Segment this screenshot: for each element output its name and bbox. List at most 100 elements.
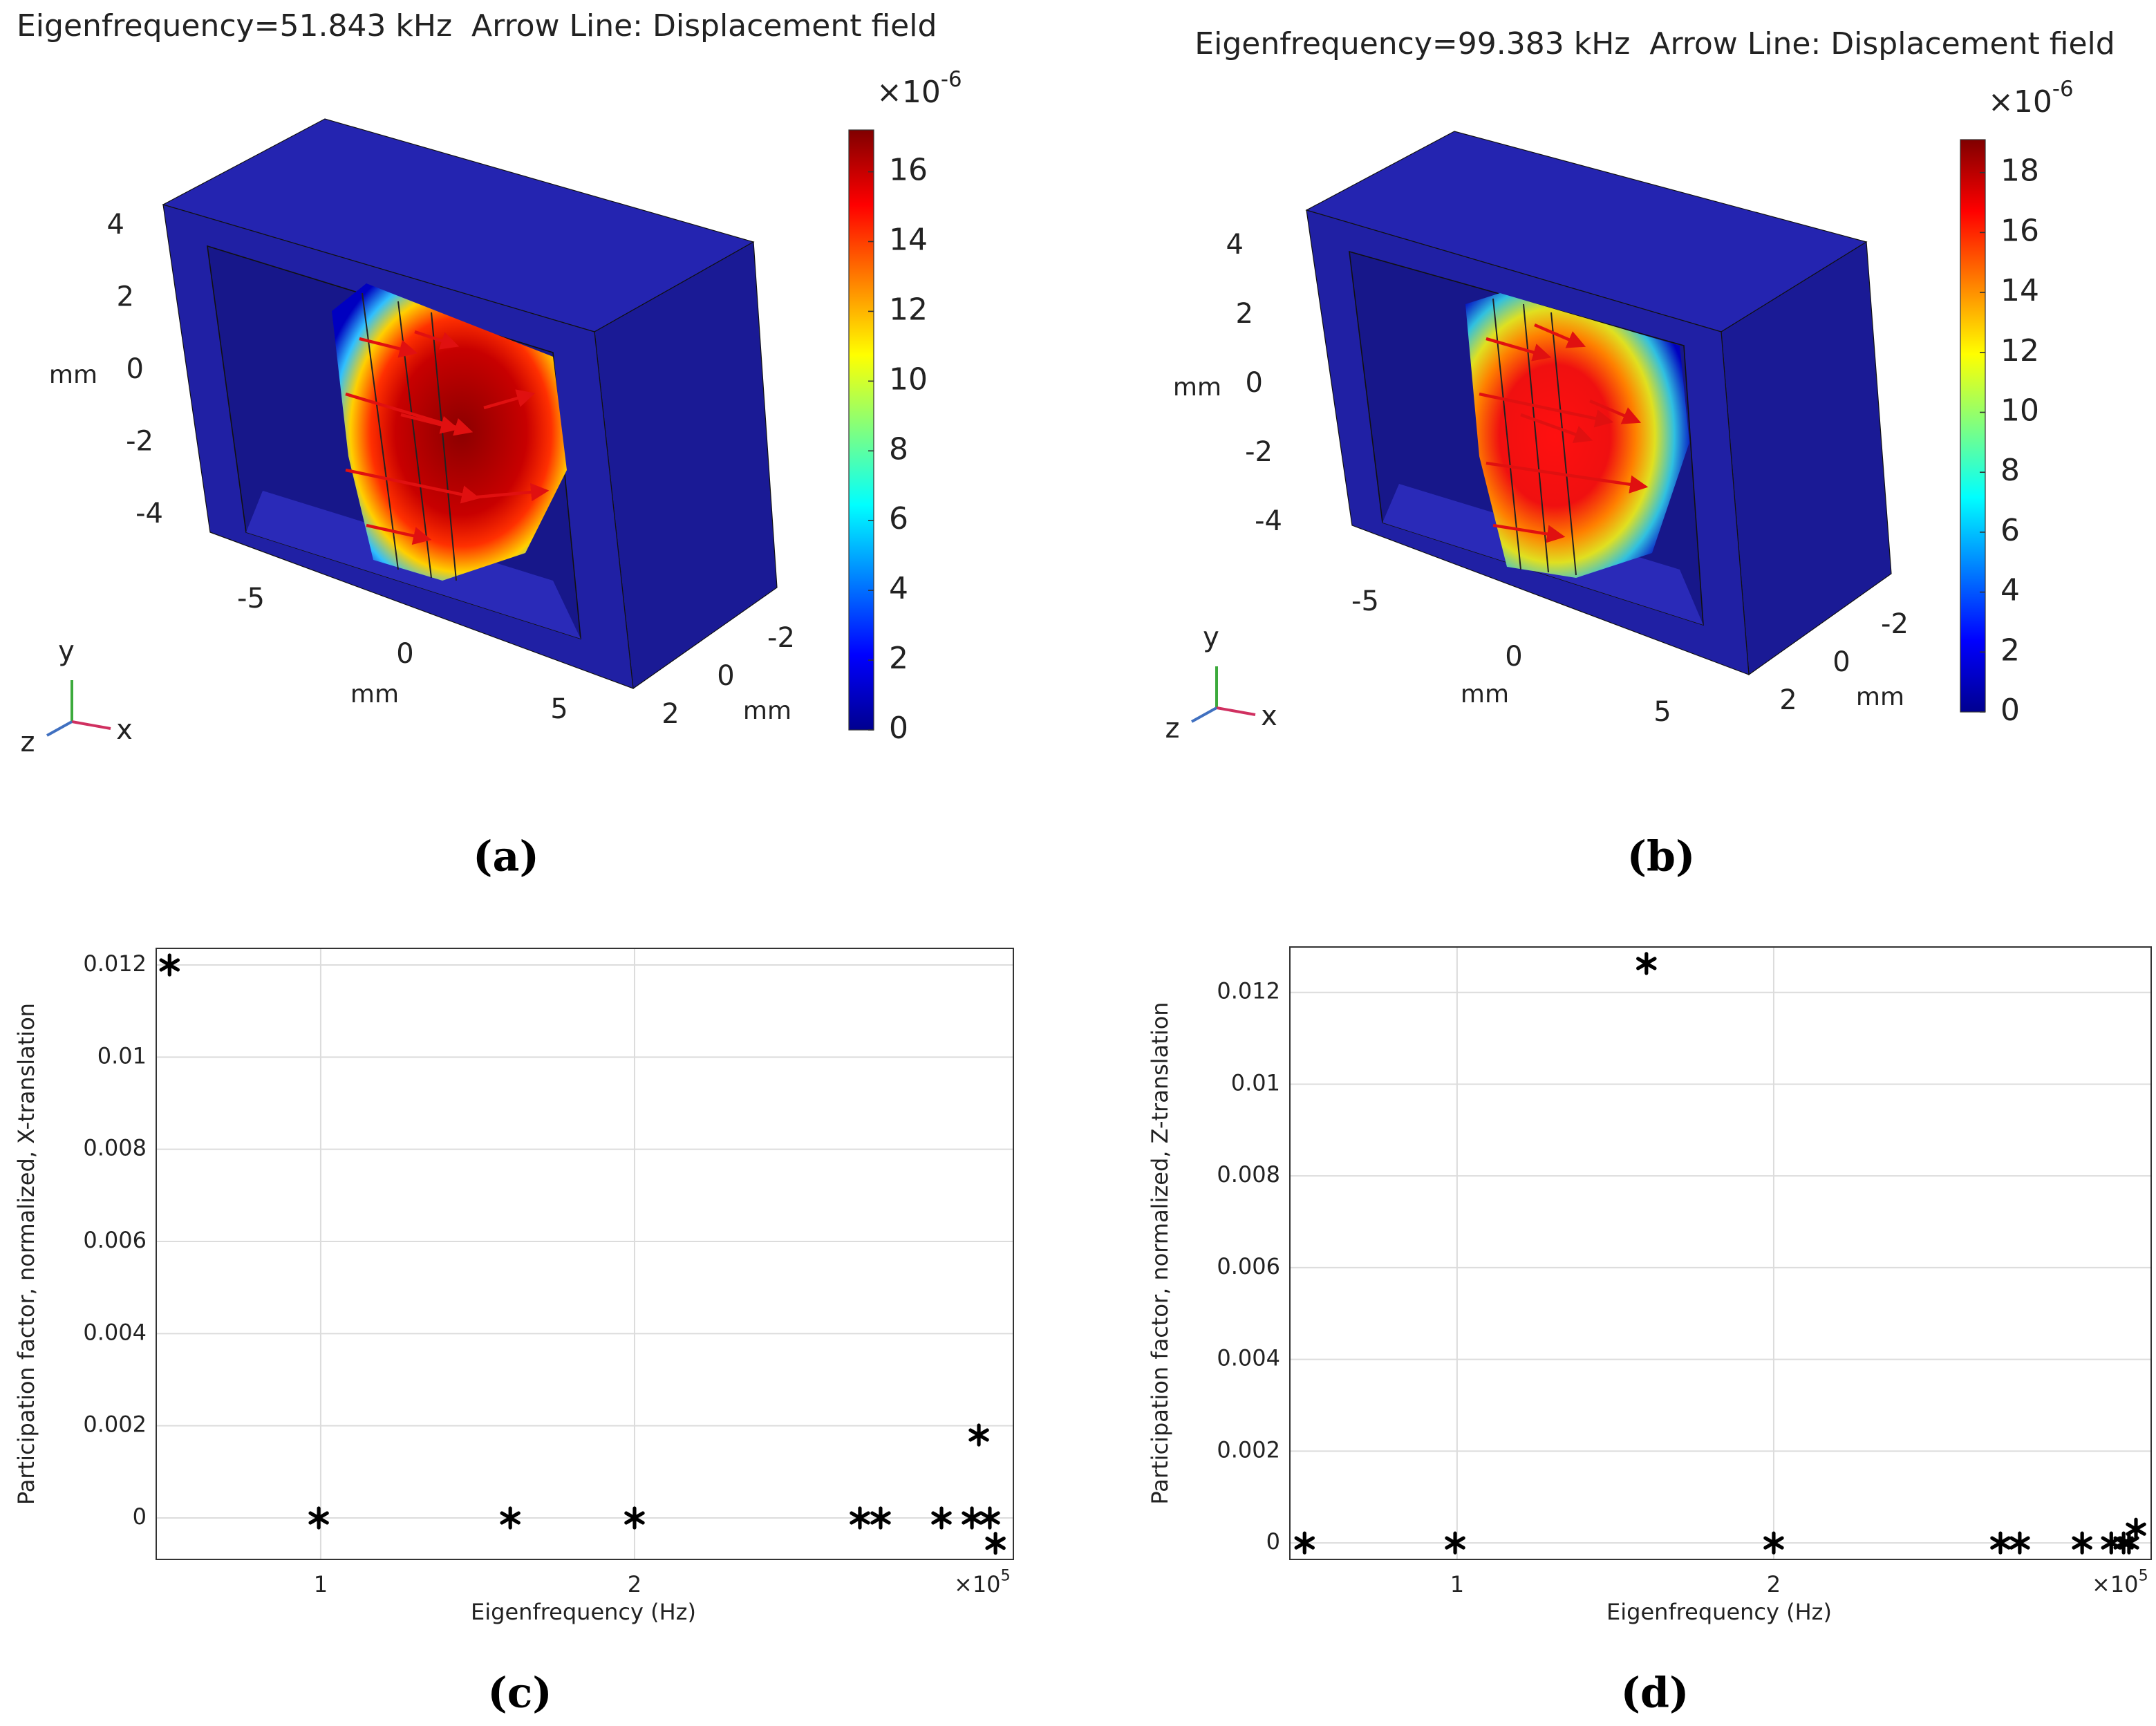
panel-title: Eigenfrequency=51.843 kHz Arrow Line: Di…: [17, 8, 937, 44]
z-tick-label: 2: [662, 698, 679, 730]
y-tick-label: 0.006: [1217, 1253, 1280, 1279]
colorbar-tick-label: 4: [889, 571, 908, 606]
colorbar-tick-label: 2: [889, 641, 908, 676]
data-point: [500, 1506, 521, 1530]
colorbar-tick-label: 16: [889, 153, 928, 188]
scale-base: ×10: [1988, 84, 2052, 120]
colorbar-tick-label: 18: [2000, 153, 2039, 189]
y-tick-label: 0: [1246, 367, 1263, 399]
colorbar-tick-label: 10: [2000, 393, 2039, 428]
arrow: [359, 337, 418, 358]
colorbar-tick-label: 2: [2000, 632, 2020, 668]
x-tick-label: -5: [237, 583, 265, 615]
y-axis-label: mm: [49, 361, 97, 389]
arrow: [414, 330, 460, 350]
triad-z: [46, 720, 73, 737]
y-tick-label: 0.004: [83, 1319, 147, 1345]
x-tick-label: 0: [396, 638, 413, 670]
colorbar-tick-label: 8: [2000, 453, 2020, 488]
data-point: [962, 1506, 982, 1530]
arrow: [1589, 399, 1642, 424]
scale-base: ×10: [2092, 1571, 2139, 1597]
colorbar: [1960, 139, 1986, 713]
x-tick-label: 5: [1653, 696, 1671, 728]
colorbar-tick-label: 8: [889, 431, 908, 467]
scale-label: ×105: [2092, 1566, 2148, 1597]
arrow: [366, 523, 432, 545]
triad-x-label: x: [116, 714, 133, 746]
colorbar-tick-label: 12: [889, 292, 928, 327]
z-axis-label: mm: [743, 697, 791, 725]
triad-x: [1216, 706, 1256, 716]
y-tick-label: 0: [1266, 1528, 1280, 1555]
scale-label: ×105: [954, 1566, 1011, 1597]
arrow: [345, 468, 480, 504]
arrow: [1485, 337, 1552, 362]
panel-label: (a): [473, 833, 539, 881]
x-tick-label: 5: [550, 693, 568, 725]
y-tick-label: 0.004: [1217, 1345, 1280, 1371]
y-tick-label: 0.008: [1217, 1161, 1280, 1188]
data-point: [2126, 1517, 2146, 1541]
data-point: [870, 1506, 891, 1530]
data-point: [979, 1506, 1000, 1530]
x-axis-label: Eigenfrequency (Hz): [1606, 1599, 1832, 1625]
arrow: [1479, 392, 1614, 428]
y-tick-label: 0.006: [83, 1227, 147, 1253]
colorbar-tick-label: 12: [2000, 333, 2039, 368]
y-tick-label: 0.012: [83, 950, 147, 977]
arrow: [1520, 413, 1593, 443]
colorbar-tick-label: 14: [2000, 273, 2039, 308]
data-point: [624, 1506, 645, 1530]
panel-label: (d): [1621, 1669, 1689, 1718]
y-axis-label: Participation factor, normalized, Z-tran…: [1147, 1002, 1173, 1504]
triad-z-label: z: [1165, 713, 1180, 744]
y-tick-label: 0.012: [1217, 978, 1280, 1004]
plot-frame: [1289, 946, 2152, 1560]
x-tick-label: 0: [1505, 641, 1522, 673]
data-point: [1445, 1531, 1465, 1555]
y-tick-label: -2: [1245, 436, 1273, 468]
y-tick-label: 4: [1226, 229, 1244, 261]
z-tick-label: -2: [767, 622, 795, 654]
colorbar-tick-label: 14: [889, 222, 928, 257]
z-tick-label: 0: [1832, 646, 1850, 678]
triad-y-label: y: [58, 635, 75, 667]
plot-frame: [156, 948, 1014, 1560]
x-axis-label: mm: [1461, 680, 1509, 709]
y-axis-label: mm: [1173, 373, 1221, 402]
plot-area: [1290, 947, 2151, 1559]
core-edge: [1523, 303, 1549, 573]
core-edge: [431, 312, 457, 581]
y-tick-label: 0.002: [83, 1411, 147, 1438]
y-tick-label: -4: [1255, 505, 1282, 537]
data-point: [1763, 1531, 1784, 1555]
core-edge: [362, 292, 399, 570]
scale-exponent: -6: [941, 67, 962, 92]
scale-exponent: 5: [2139, 1566, 2148, 1584]
triad-z: [1191, 706, 1217, 723]
x-tick-label: -5: [1351, 585, 1379, 617]
colorbar-tick-label: 10: [889, 362, 928, 397]
y-tick-label: 2: [1236, 298, 1253, 330]
colorbar: [848, 129, 874, 731]
data-point: [2009, 1531, 2030, 1555]
z-tick-label: 2: [1779, 684, 1797, 716]
z-tick-label: -2: [1881, 608, 1909, 640]
data-point: [1636, 952, 1657, 975]
y-tick-label: -4: [135, 498, 163, 529]
arrow: [1485, 461, 1649, 494]
triad-z-label: z: [21, 726, 35, 758]
y-tick-label: 0: [126, 353, 144, 385]
arrow: [1534, 323, 1586, 348]
data-point: [159, 953, 180, 977]
y-tick-label: -2: [126, 425, 153, 457]
scale-base: ×10: [877, 75, 941, 110]
triad-x-label: x: [1261, 700, 1277, 732]
z-tick-label: 0: [717, 660, 734, 692]
core-edge: [1550, 312, 1577, 576]
data-point: [968, 1423, 989, 1447]
y-axis-label: Participation factor, normalized, X-tran…: [13, 1003, 39, 1505]
